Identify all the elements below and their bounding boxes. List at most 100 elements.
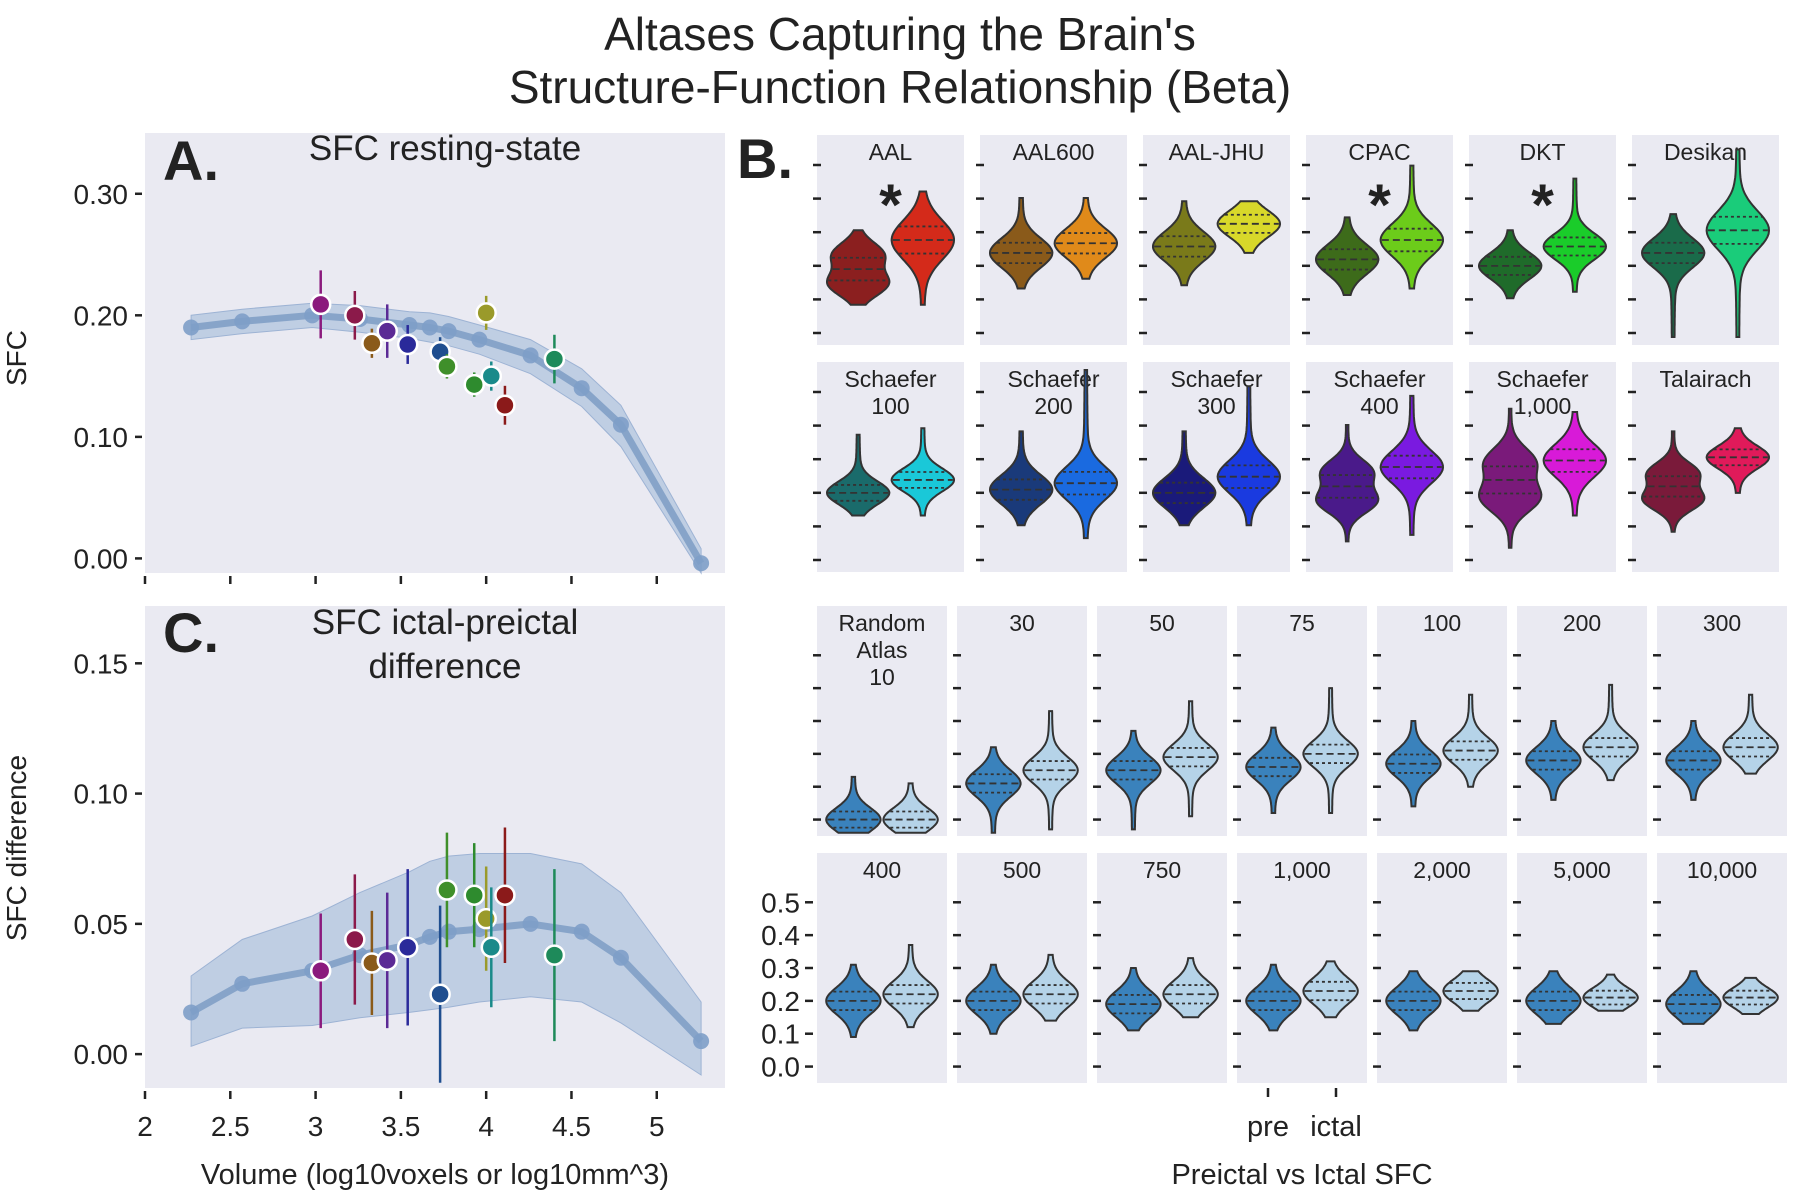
panel-a-atlas-point — [436, 355, 458, 378]
panel-a-ylabel: SFC — [1, 330, 32, 386]
violin-panel-title: Random — [839, 610, 926, 636]
significance-asterisk: * — [879, 173, 902, 238]
violin-panel-title: Schaefer — [1333, 366, 1425, 392]
violin-ictal-body — [1302, 687, 1359, 814]
violin-ictal — [1302, 960, 1359, 1019]
random-violin-panel-5000: 5,000 — [1513, 853, 1647, 1083]
violin-ictal — [1582, 683, 1639, 782]
violin-pre-body — [965, 746, 1022, 834]
violin-ictal — [1053, 369, 1119, 540]
panel-a-atlas-point — [361, 332, 383, 355]
panel-c-random-band — [190, 853, 702, 1076]
random-violin-panel-500: 500 — [953, 853, 1087, 1083]
violin-pre — [1105, 967, 1162, 1032]
violin-panel-title: 500 — [1003, 857, 1041, 883]
panel-a-atlas-point — [475, 302, 497, 324]
panel-a-random-point — [693, 555, 710, 572]
panel-a-title: SFC resting-state — [309, 129, 581, 168]
violin-panel-background — [1657, 606, 1787, 836]
violin-panel-title: 300 — [1197, 393, 1235, 419]
violin-panel-title: Desikan — [1664, 139, 1747, 165]
violin-panel-background — [1657, 853, 1787, 1083]
panel-a-random-point — [421, 319, 438, 336]
panel-c-atlas-point — [309, 960, 332, 982]
panel-b-xlabel: Preictal vs Ictal SFC — [1171, 1159, 1432, 1191]
violin-panel-desikan: Desikan — [1628, 135, 1779, 345]
panel-c-letter: C. — [163, 601, 219, 664]
panel-a-random-point — [471, 331, 488, 348]
violin-pre — [1152, 200, 1217, 287]
violin-ictal — [882, 782, 939, 834]
violin-pre-body — [1314, 424, 1380, 543]
panel-a-atlas-point — [463, 373, 485, 396]
violin-panel-title: 30 — [1009, 610, 1035, 636]
violin-pre — [826, 229, 891, 306]
random-violin-panel-400: 400 — [817, 853, 947, 1083]
violin-panel-background — [817, 606, 947, 836]
panel-b-xcat-pre: pre — [1247, 1111, 1289, 1143]
violin-panel-background — [1517, 853, 1647, 1083]
violin-pre — [1245, 726, 1302, 814]
panel-c-atlas-point — [475, 907, 497, 930]
violin-panel-title: 1,000 — [1273, 857, 1331, 883]
violin-ictal-body — [1705, 427, 1771, 494]
violin-panel-background — [1237, 853, 1367, 1083]
violin-pre-body — [989, 430, 1054, 527]
panel-a-axes: 0.00 0.10 0.20 0.30 — [74, 179, 659, 584]
panel-c-atlas-point — [436, 879, 458, 901]
panel-a-atlas-point — [309, 293, 332, 316]
violin-ictal — [1022, 953, 1079, 1022]
violin-ictal — [1216, 200, 1281, 254]
panel-c-atlas-point — [344, 928, 366, 951]
panel-c-xtick-label: 4.5 — [552, 1111, 591, 1142]
panel-c-ytick-label: 0.10 — [74, 779, 129, 810]
random-violin-panel-300: 300 — [1653, 606, 1787, 836]
violin-pre — [825, 775, 882, 834]
violin-pre — [1385, 970, 1442, 1032]
violin-panel-title: Schaefer — [844, 366, 936, 392]
panel-c-random-point — [522, 915, 539, 932]
violin-panel-title: 750 — [1143, 857, 1181, 883]
violin-panel-title: Atlas — [856, 637, 907, 663]
violin-pre — [1385, 720, 1442, 808]
violin-ictal-body — [1053, 197, 1118, 280]
violin-pre — [1665, 970, 1722, 1025]
violin-ictal — [1022, 710, 1079, 831]
panel-a-random-line — [190, 311, 705, 566]
violin-panel-cpac: CPAC * — [1302, 135, 1453, 345]
violin-pre — [1640, 430, 1706, 533]
panel-c-random-point — [421, 928, 438, 945]
random-violin-panel-2000: 2,000 — [1373, 853, 1507, 1083]
random-violin-panel-30: 30 — [953, 606, 1087, 836]
panel-a-data — [183, 270, 710, 575]
violin-panel-title: 100 — [1423, 610, 1461, 636]
panel-c-xtick-label: 4 — [478, 1111, 494, 1142]
violin-ictal — [890, 190, 955, 306]
violin-panel-title: 300 — [1703, 610, 1741, 636]
panel-a-random-band — [190, 302, 702, 575]
violin-ictal-body — [1162, 957, 1219, 1019]
violin-ictal-body — [1379, 394, 1445, 536]
violin-pre — [825, 433, 891, 517]
panel-b-letter: B. — [737, 127, 793, 190]
violin-panel-title: 400 — [1360, 393, 1398, 419]
violin-ictal — [1722, 693, 1779, 775]
violin-ictal — [1582, 973, 1639, 1012]
violin-pre — [989, 430, 1054, 527]
violin-panel-background — [957, 606, 1087, 836]
violin-pre — [1245, 963, 1302, 1032]
panel-c-random-point — [573, 923, 590, 940]
violin-pre — [825, 963, 882, 1038]
panel-b-ytick-label: 0.5 — [761, 887, 800, 918]
panel-c-random-point — [440, 923, 457, 940]
violin-panel-background — [1377, 853, 1507, 1083]
panel-a-atlas-point — [494, 394, 516, 417]
violin-ictal — [1053, 197, 1118, 280]
violin-pre — [989, 197, 1054, 290]
violin-panel-background — [817, 853, 947, 1083]
violin-pre — [1105, 729, 1162, 831]
violin-panel-title: AAL — [869, 139, 913, 165]
